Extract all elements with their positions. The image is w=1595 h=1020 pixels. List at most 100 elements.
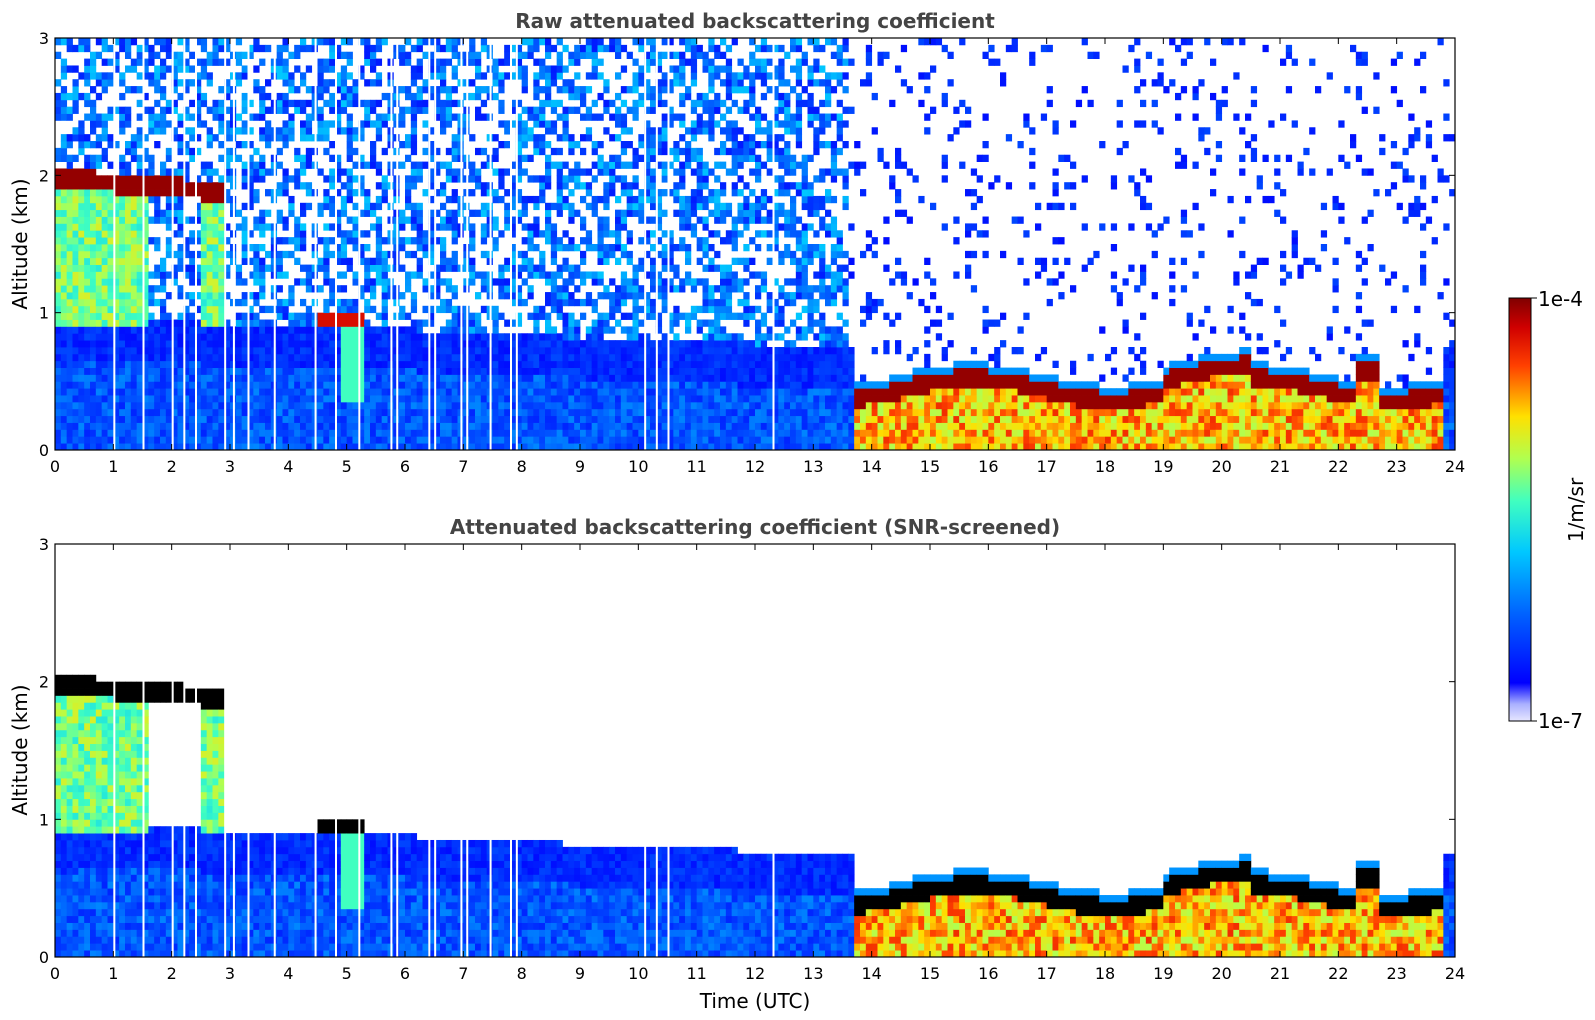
heatmap-cell: [504, 292, 511, 300]
heatmap-cell: [615, 429, 622, 437]
heatmap-cell: [253, 401, 260, 410]
heatmap-cell: [381, 182, 388, 190]
heatmap-cell: [451, 264, 458, 272]
heatmap-cell: [364, 305, 371, 314]
heatmap-cell: [84, 72, 91, 80]
heatmap-cell: [626, 367, 633, 375]
heatmap-cell: [259, 360, 266, 368]
heatmap-cell: [603, 436, 610, 444]
heatmap-cell: [644, 161, 651, 169]
heatmap-cell: [580, 429, 587, 437]
heatmap-cell: [492, 388, 499, 396]
heatmap-cell: [685, 443, 692, 451]
heatmap-cell: [451, 374, 458, 382]
heatmap-cell: [504, 367, 511, 375]
heatmap-cell: [609, 429, 616, 437]
heatmap-cell: [574, 175, 581, 183]
heatmap-cell: [515, 415, 523, 423]
heatmap-cell: [655, 134, 663, 142]
heatmap-cell: [241, 99, 248, 108]
heatmap-cell: [142, 333, 149, 341]
heatmap-cell: [381, 237, 388, 245]
heatmap-cell: [410, 333, 418, 341]
heatmap-cell: [335, 216, 342, 224]
heatmap-cell: [655, 347, 663, 355]
heatmap-cell: [673, 154, 680, 162]
heatmap-cell: [480, 415, 488, 423]
heatmap-cell: [702, 127, 709, 135]
heatmap-cell: [585, 38, 593, 46]
heatmap-cell: [171, 395, 178, 403]
heatmap-cell: [521, 65, 528, 73]
heatmap-cell: [539, 305, 546, 314]
heatmap-cell: [375, 72, 383, 80]
heatmap-cell: [720, 333, 727, 341]
heatmap-cell: [235, 312, 243, 320]
heatmap-cell: [212, 189, 219, 197]
heatmap-cell: [171, 374, 178, 382]
heatmap-cell: [422, 250, 429, 259]
heatmap-cell: [107, 367, 114, 375]
heatmap-cell: [165, 353, 173, 362]
heatmap-cell: [434, 223, 441, 231]
heatmap-cell: [685, 360, 692, 368]
heatmap-cell: [550, 388, 558, 396]
heatmap-cell: [340, 312, 348, 320]
heatmap-cell: [305, 264, 313, 272]
heatmap-cell: [550, 340, 558, 348]
heatmap-cell: [475, 58, 482, 66]
heatmap-cell: [183, 244, 190, 252]
heatmap-cell: [241, 381, 248, 389]
heatmap-cell: [317, 319, 324, 327]
heatmap-cell: [498, 264, 505, 272]
heatmap-cell: [90, 257, 97, 265]
heatmap-cell: [445, 401, 453, 410]
heatmap-cell: [708, 374, 715, 382]
heatmap-cell: [638, 237, 645, 245]
heatmap-cell: [183, 86, 190, 94]
heatmap-cell: [90, 223, 97, 231]
heatmap-cell: [142, 154, 149, 162]
heatmap-cell: [714, 395, 721, 403]
heatmap-cell: [725, 168, 733, 176]
heatmap-cell: [329, 347, 336, 355]
heatmap-cell: [527, 257, 534, 265]
heatmap-cell: [358, 182, 365, 190]
heatmap-cell: [177, 120, 184, 128]
heatmap-cell: [679, 92, 686, 101]
heatmap-cell: [375, 250, 383, 259]
heatmap-cell: [119, 237, 126, 245]
heatmap-cell: [661, 127, 668, 135]
heatmap-cell: [177, 285, 184, 293]
heatmap-cell: [294, 360, 301, 368]
heatmap-cell: [78, 305, 85, 314]
heatmap-cell: [620, 127, 628, 135]
heatmap-cell: [55, 92, 62, 101]
heatmap-cell: [714, 106, 721, 114]
heatmap-cell: [416, 436, 423, 444]
heatmap-cell: [200, 381, 208, 389]
heatmap-cell: [620, 408, 628, 417]
heatmap-cell: [667, 278, 674, 286]
heatmap-cell: [171, 175, 178, 183]
heatmap-cell: [428, 38, 435, 46]
heatmap-cell: [95, 250, 103, 259]
heatmap-cell: [725, 333, 733, 341]
heatmap-cell: [521, 38, 528, 46]
heatmap-cell: [253, 436, 260, 444]
heatmap-cell: [375, 347, 383, 355]
heatmap-cell: [679, 340, 686, 348]
heatmap-cell: [632, 333, 639, 341]
heatmap-cell: [679, 223, 686, 231]
heatmap-cell: [550, 443, 558, 451]
heatmap-cell: [510, 161, 517, 169]
heatmap-cell: [294, 154, 301, 162]
heatmap-cell: [416, 319, 423, 327]
heatmap-cell: [498, 72, 505, 80]
heatmap-cell: [282, 401, 289, 410]
heatmap-cell: [708, 353, 715, 362]
heatmap-cell: [626, 292, 633, 300]
heatmap-cell: [550, 99, 558, 108]
heatmap-cell: [451, 141, 458, 149]
heatmap-cell: [60, 58, 68, 66]
